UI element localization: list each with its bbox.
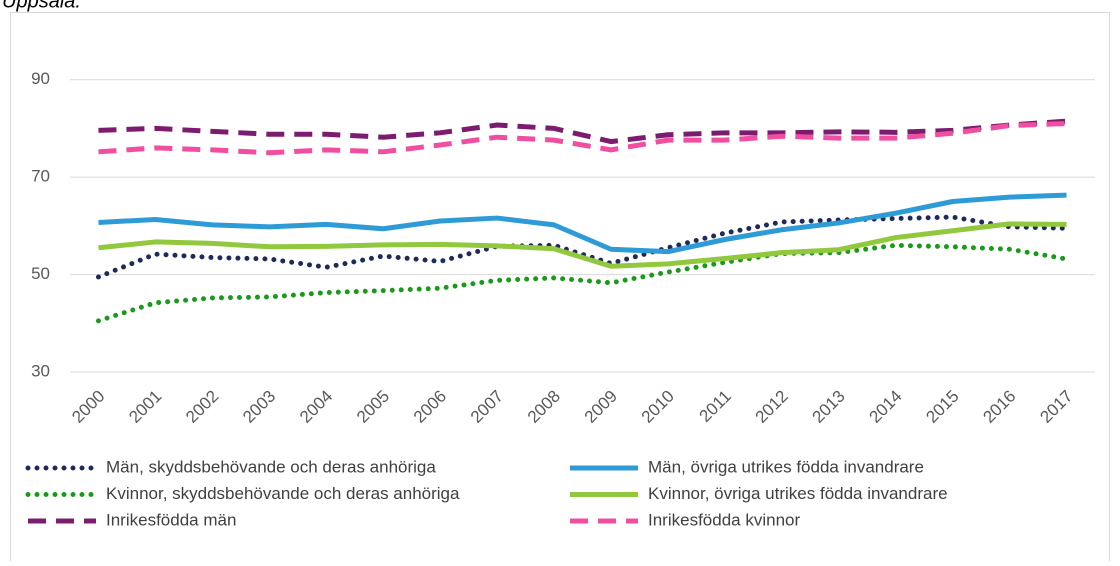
x-tick-label: 2003 xyxy=(239,387,279,427)
legend-label: Kvinnor, övriga utrikes födda invandrare xyxy=(648,484,948,503)
legend-label: Inrikesfödda kvinnor xyxy=(648,510,800,529)
x-tick-label: 2017 xyxy=(1036,387,1076,427)
x-tick-label: 2015 xyxy=(922,387,962,427)
y-tick-label: 30 xyxy=(31,361,50,380)
series-line xyxy=(98,118,1067,145)
x-tick-label: 2006 xyxy=(410,387,450,427)
series-line xyxy=(95,242,1070,324)
legend-label: Inrikesfödda män xyxy=(106,510,236,529)
y-tick-label: 90 xyxy=(31,69,50,88)
x-tick-label: 2012 xyxy=(752,387,792,427)
series-line xyxy=(95,214,1070,280)
legend-label: Män, skyddsbehövande och deras anhöriga xyxy=(106,457,436,476)
x-tick-label: 2011 xyxy=(696,387,735,426)
x-tick-label: 2007 xyxy=(467,387,507,427)
x-tick-label: 2008 xyxy=(524,387,564,427)
x-tick-label: 2004 xyxy=(296,387,336,427)
chart-border xyxy=(10,12,1110,566)
series-line xyxy=(98,121,1067,156)
legend-label: Kvinnor, skyddsbehövande och deras anhör… xyxy=(106,484,460,503)
chart-title: Uppsala. xyxy=(2,0,81,12)
x-tick-label: 2009 xyxy=(581,387,621,427)
series-line xyxy=(98,221,1067,269)
y-tick-label: 70 xyxy=(31,167,50,186)
x-tick-label: 2010 xyxy=(638,387,678,427)
x-tick-label: 2013 xyxy=(809,387,849,427)
x-tick-label: 2005 xyxy=(353,387,393,427)
y-tick-label: 50 xyxy=(31,264,50,283)
x-tick-label: 2001 xyxy=(125,387,165,427)
legend-label: Män, övriga utrikes födda invandrare xyxy=(648,457,924,476)
x-tick-label: 2000 xyxy=(68,387,108,427)
x-tick-label: 2002 xyxy=(182,387,222,427)
x-tick-label: 2016 xyxy=(979,387,1019,427)
x-tick-label: 2014 xyxy=(866,387,906,427)
series-line xyxy=(98,192,1067,255)
